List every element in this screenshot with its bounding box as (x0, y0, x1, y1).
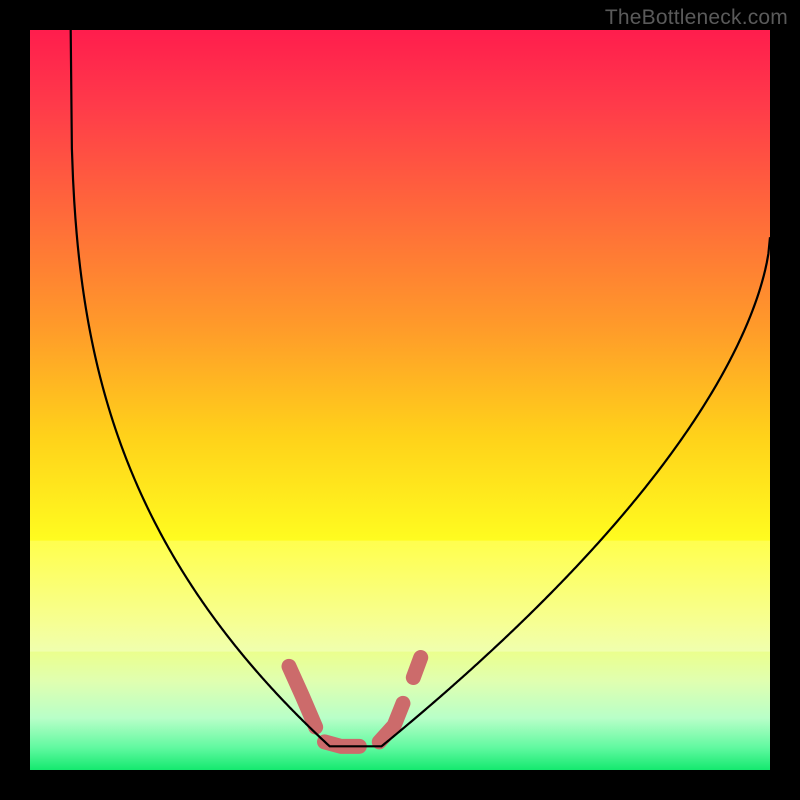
gradient-background (30, 30, 770, 770)
bottleneck-curve-chart (0, 0, 800, 800)
highlight-band (30, 541, 770, 652)
chart-root: TheBottleneck.com (0, 0, 800, 800)
